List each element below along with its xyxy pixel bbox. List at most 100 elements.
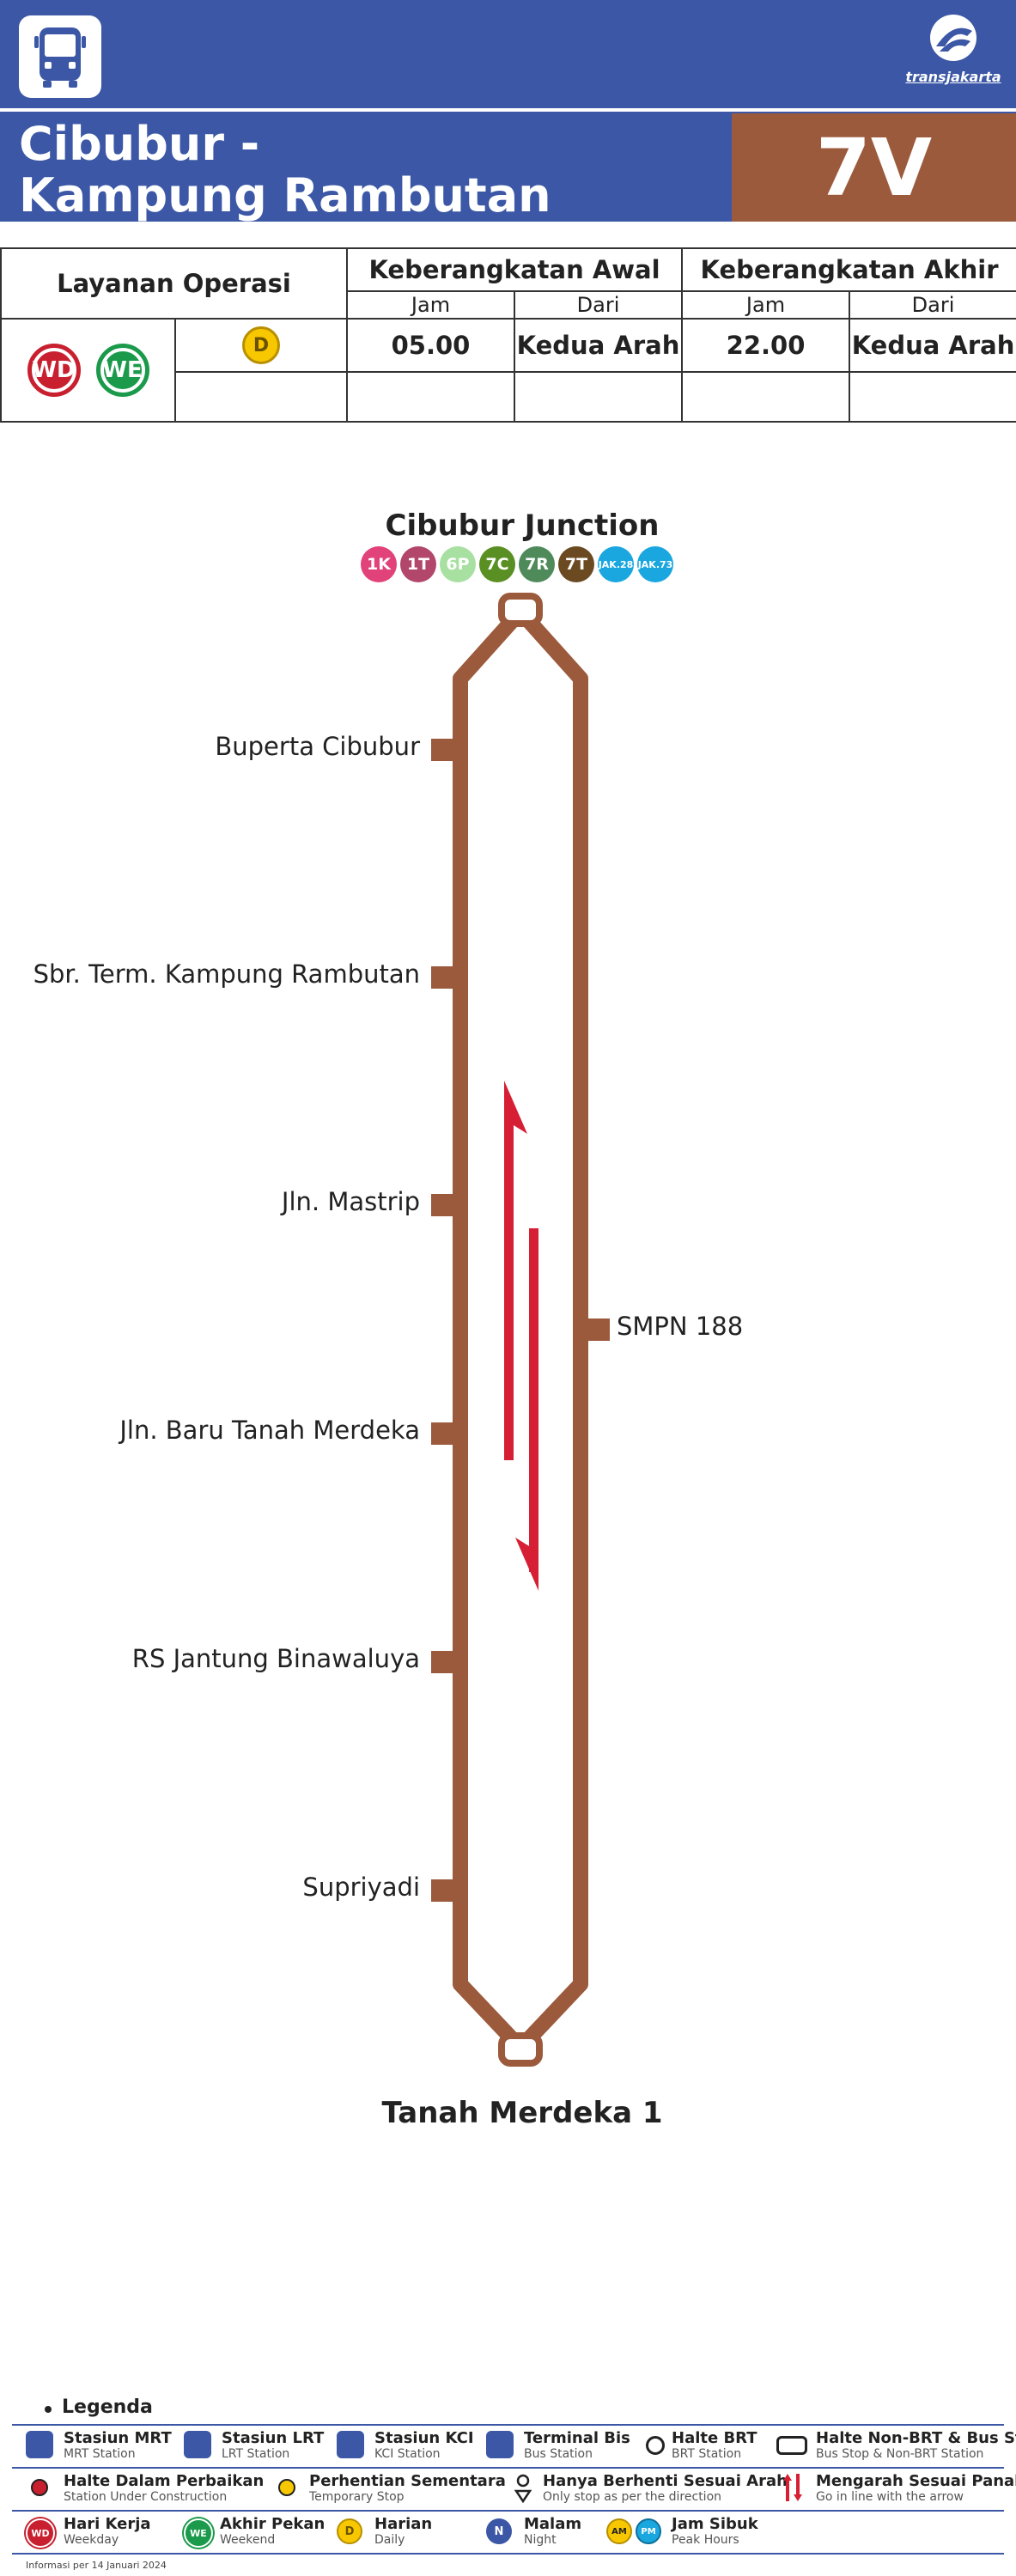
route-code: 7V — [815, 121, 933, 214]
route-title: Cibubur - Kampung Rambutan — [19, 119, 723, 222]
transfer-chip-6p: 6P — [440, 546, 476, 582]
stop-label-buperta-cibubur: Buperta Cibubur — [215, 732, 420, 761]
route-code-box — [732, 113, 1016, 222]
legend-item-label: Akhir Pekan — [220, 2515, 325, 2533]
legend-item-sub: Only stop as per the direction — [543, 2490, 722, 2504]
stop-tick — [431, 1651, 453, 1673]
daily-badge: D — [242, 326, 280, 364]
last-from-subheader: Dari — [849, 290, 1016, 320]
daily-icon: D — [337, 2518, 362, 2544]
weekend-icon-text: WE — [190, 2527, 207, 2539]
stop-label-sbr-term-kampung-rambutan: Sbr. Term. Kampung Rambutan — [33, 959, 420, 989]
peak-pm-icon: PM — [636, 2518, 661, 2544]
legend-item-label: Halte BRT — [672, 2429, 757, 2447]
transfer-chip-7r: 7R — [519, 546, 555, 582]
legend-item-label: Stasiun MRT — [64, 2429, 172, 2447]
kci-icon — [337, 2431, 364, 2458]
legend-item-sub: Peak Hours — [672, 2533, 739, 2547]
legend-item-sub: BRT Station — [672, 2447, 742, 2461]
legend-item-sub: Weekend — [220, 2533, 276, 2547]
start-terminal-label: Cibubur Junction — [385, 509, 660, 543]
last-from-value: Kedua Arah — [849, 318, 1016, 373]
last-time-value: 22.00 — [681, 318, 851, 373]
legend-item-label: Hanya Berhenti Sesuai Arah — [543, 2472, 788, 2490]
weekend-badge-text: WE — [102, 351, 143, 389]
stop-tick — [431, 966, 453, 989]
transfer-chip-jak28: JAK.28 — [598, 546, 634, 582]
temporary-stop-icon — [278, 2479, 295, 2496]
stop-label-jln-mastrip: Jln. Mastrip — [281, 1187, 420, 1216]
empty-cell — [513, 371, 684, 423]
transfer-code: JAK.73 — [637, 558, 673, 570]
first-from-value: Kedua Arah — [513, 318, 684, 373]
logo-wordmark: transjakarta — [905, 69, 1001, 85]
legend-divider — [12, 2424, 1004, 2426]
transfer-chip-7c: 7C — [479, 546, 515, 582]
legend-divider — [12, 2467, 1004, 2469]
info-footer: Informasi per 14 Januari 2024 — [26, 2560, 167, 2571]
first-from-subheader: Dari — [513, 290, 684, 320]
legend-item-sub: Go in line with the arrow — [816, 2490, 964, 2504]
transfer-code: 7R — [525, 555, 549, 574]
stop-label-rs-jantung-binawaluya: RS Jantung Binawaluya — [131, 1644, 420, 1673]
weekday-badge-text: WD — [32, 351, 76, 389]
transfer-chip-jak73: JAK.73 — [637, 546, 673, 582]
legend-item-label: Harian — [374, 2515, 433, 2533]
legend-item-sub: LRT Station — [222, 2447, 290, 2461]
weekday-icon: WD — [26, 2518, 55, 2548]
weekday-badge: WD — [27, 344, 81, 397]
header-divider — [0, 108, 1016, 112]
night-icon-text: N — [494, 2524, 504, 2538]
bus-icon — [19, 15, 101, 98]
stop-tick — [431, 1879, 453, 1902]
weekend-badge: WE — [95, 344, 149, 397]
legend-item-label: Perhentian Sementara — [309, 2472, 506, 2490]
direction-arrows — [504, 1081, 538, 1591]
transfer-chip-7t: 7T — [558, 546, 594, 582]
last-departure-header: Keberangkatan Akhir — [681, 247, 1016, 292]
transfer-code: 7C — [485, 555, 509, 574]
legend-item-label: Halte Non-BRT & Bus Stop — [816, 2429, 1016, 2447]
legend-item-label: Stasiun KCI — [374, 2429, 474, 2447]
start-terminal-stop — [498, 593, 543, 627]
route-title-line1: Cibubur - — [19, 117, 260, 171]
legend-item-sub: Bus Station — [524, 2447, 593, 2461]
legend-item-sub: MRT Station — [64, 2447, 136, 2461]
stop-label-supriyadi: Supriyadi — [302, 1873, 420, 1902]
legend-divider — [12, 2553, 1004, 2555]
service-header: Layanan Operasi — [0, 247, 348, 320]
end-terminal-stop — [498, 2032, 543, 2067]
legend-item-sub: Night — [524, 2533, 557, 2547]
under-construction-icon — [31, 2479, 48, 2496]
legend-item-label: Jam Sibuk — [672, 2515, 758, 2533]
stop-tick — [587, 1318, 610, 1341]
legend-item-sub: Station Under Construction — [64, 2490, 228, 2504]
stop-tick — [431, 1194, 453, 1216]
legend-item-label: Halte Dalam Perbaikan — [64, 2472, 265, 2490]
legend-title: Legenda — [62, 2396, 153, 2418]
weekday-icon-text: WD — [31, 2527, 50, 2539]
transfer-chips: 1K 1T 6P 7C 7R 7T JAK.28 JAK.73 — [361, 546, 687, 584]
bus-terminal-icon — [486, 2431, 514, 2458]
legend-item-label: Stasiun LRT — [222, 2429, 325, 2447]
stop-label-jln-baru-tanah-merdeka: Jln. Baru Tanah Merdeka — [119, 1416, 420, 1445]
non-brt-stop-icon — [776, 2436, 807, 2455]
empty-cell — [681, 371, 851, 423]
legend-item-sub: Weekday — [64, 2533, 119, 2547]
stop-label-smpn-188: SMPN 188 — [617, 1312, 744, 1341]
transfer-chip-1k: 1K — [361, 546, 397, 582]
end-terminal-label: Tanah Merdeka 1 — [381, 2096, 663, 2130]
daily-icon-text: D — [344, 2524, 355, 2538]
brt-stop-icon — [646, 2436, 665, 2455]
stop-tick — [431, 739, 453, 761]
one-direction-stop-icon — [514, 2474, 532, 2504]
peak-am-icon: AM — [606, 2518, 632, 2544]
transfer-code: 1T — [406, 555, 430, 574]
service-days-cell: WD WE — [0, 318, 176, 423]
transfer-code: JAK.28 — [598, 558, 634, 570]
legend-divider — [12, 2510, 1004, 2512]
empty-cell — [346, 371, 515, 423]
first-time-subheader: Jam — [346, 290, 515, 320]
last-time-subheader: Jam — [681, 290, 851, 320]
